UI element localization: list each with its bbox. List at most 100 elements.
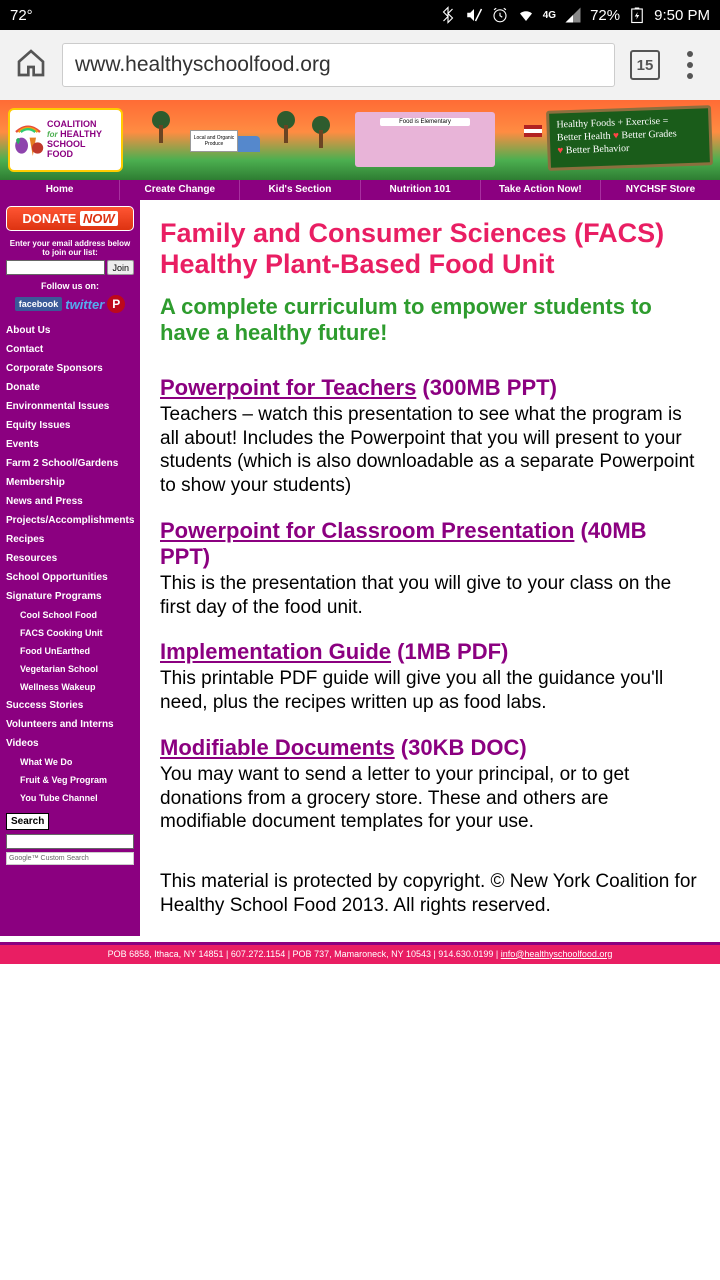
nav-item[interactable]: Take Action Now! <box>481 180 601 200</box>
resource-item: Powerpoint for Classroom Presentation (4… <box>160 518 700 620</box>
top-navigation: HomeCreate ChangeKid's SectionNutrition … <box>0 180 720 200</box>
follow-label: Follow us on: <box>6 281 134 291</box>
overflow-menu-button[interactable] <box>675 51 705 79</box>
tree-icon <box>275 110 297 145</box>
resource-size: (1MB PDF) <box>391 639 508 664</box>
nav-item[interactable]: NYCHSF Store <box>601 180 720 200</box>
mute-icon <box>465 6 483 24</box>
search-label: Search <box>6 813 49 830</box>
nav-item[interactable]: Home <box>0 180 120 200</box>
chalkboard: Healthy Foods + Exercise = Better Health… <box>546 105 713 171</box>
home-button[interactable] <box>15 47 47 84</box>
resource-size: (300MB PPT) <box>416 375 557 400</box>
menu-dot-icon <box>687 51 693 57</box>
sidebar-sublink[interactable]: You Tube Channel <box>6 789 134 807</box>
page-subtitle: A complete curriculum to empower student… <box>160 294 700 347</box>
sidebar: DONATE NOW Enter your email address belo… <box>0 200 140 936</box>
flag-icon <box>524 125 542 137</box>
battery-percent: 72% <box>590 7 620 24</box>
home-icon <box>15 47 47 79</box>
sidebar-link[interactable]: Farm 2 School/Gardens <box>6 454 134 473</box>
battery-charging-icon <box>628 6 646 24</box>
resource-title: Powerpoint for Teachers (300MB PPT) <box>160 375 700 401</box>
sidebar-link[interactable]: Contact <box>6 340 134 359</box>
sidebar-link[interactable]: Volunteers and Interns <box>6 715 134 734</box>
resource-description: Teachers – watch this presentation to se… <box>160 403 700 498</box>
alarm-icon <box>491 6 509 24</box>
bluetooth-icon <box>439 6 457 24</box>
social-links: facebook twitter P <box>6 295 134 313</box>
resource-link[interactable]: Powerpoint for Classroom Presentation <box>160 518 574 543</box>
sidebar-link[interactable]: Environmental Issues <box>6 397 134 416</box>
site-footer: POB 6858, Ithaca, NY 14851 | 607.272.115… <box>0 942 720 964</box>
email-input[interactable] <box>6 260 105 275</box>
footer-email-link[interactable]: info@healthyschoolfood.org <box>501 949 613 959</box>
sidebar-link[interactable]: Recipes <box>6 530 134 549</box>
tree-icon <box>150 110 172 145</box>
vegetables-icon <box>12 120 44 160</box>
school-label: Food is Elementary <box>380 118 470 126</box>
nav-item[interactable]: Kid's Section <box>240 180 360 200</box>
sidebar-link[interactable]: Resources <box>6 549 134 568</box>
nav-item[interactable]: Nutrition 101 <box>361 180 481 200</box>
sidebar-link[interactable]: Membership <box>6 473 134 492</box>
join-button[interactable]: Join <box>107 260 134 275</box>
sidebar-link[interactable]: Signature Programs <box>6 587 134 606</box>
resource-item: Modifiable Documents (30KB DOC)You may w… <box>160 735 700 834</box>
sidebar-sublink[interactable]: Wellness Wakeup <box>6 678 134 696</box>
signal-icon <box>564 6 582 24</box>
nav-item[interactable]: Create Change <box>120 180 240 200</box>
email-signup-row: Join <box>6 260 134 275</box>
resource-description: This printable PDF guide will give you a… <box>160 667 700 715</box>
resource-size: (30KB DOC) <box>395 735 527 760</box>
url-bar[interactable]: www.healthyschoolfood.org <box>62 43 615 87</box>
footer-text: POB 6858, Ithaca, NY 14851 | 607.272.115… <box>108 949 501 959</box>
clock: 9:50 PM <box>654 7 710 24</box>
wifi-icon <box>517 6 535 24</box>
sidebar-link[interactable]: Equity Issues <box>6 416 134 435</box>
page-title: Family and Consumer Sciences (FACS) Heal… <box>160 218 700 280</box>
sidebar-sublink[interactable]: Vegetarian School <box>6 660 134 678</box>
copyright-notice: This material is protected by copyright.… <box>160 870 700 918</box>
donate-button[interactable]: DONATE NOW <box>6 206 134 231</box>
tabs-count: 15 <box>637 57 654 74</box>
logo-text: COALITIONfor HEALTHYSCHOOLFOOD <box>47 120 102 160</box>
resource-link[interactable]: Modifiable Documents <box>160 735 395 760</box>
sidebar-link[interactable]: Videos <box>6 734 134 753</box>
sidebar-sublink[interactable]: Fruit & Veg Program <box>6 771 134 789</box>
sidebar-link[interactable]: About Us <box>6 321 134 340</box>
sidebar-sublink[interactable]: FACS Cooking Unit <box>6 624 134 642</box>
tree-icon <box>310 115 332 150</box>
sidebar-sublink[interactable]: Food UnEarthed <box>6 642 134 660</box>
facebook-link[interactable]: facebook <box>15 297 63 311</box>
sidebar-link[interactable]: Corporate Sponsors <box>6 359 134 378</box>
url-text: www.healthyschoolfood.org <box>75 53 331 77</box>
sidebar-link[interactable]: News and Press <box>6 492 134 511</box>
sidebar-link[interactable]: School Opportunities <box>6 568 134 587</box>
tabs-button[interactable]: 15 <box>630 50 660 80</box>
sidebar-sublink[interactable]: What We Do <box>6 753 134 771</box>
twitter-link[interactable]: twitter <box>65 297 104 312</box>
sidebar-link[interactable]: Success Stories <box>6 696 134 715</box>
menu-dot-icon <box>687 73 693 79</box>
site-logo[interactable]: COALITIONfor HEALTHYSCHOOLFOOD <box>8 108 123 172</box>
resource-item: Implementation Guide (1MB PDF) This print… <box>160 639 700 715</box>
school-illustration: Food is Elementary <box>355 112 495 167</box>
search-input[interactable] <box>6 834 134 849</box>
site-banner: COALITIONfor HEALTHYSCHOOLFOOD Local and… <box>0 100 720 180</box>
browser-toolbar: www.healthyschoolfood.org 15 <box>0 30 720 100</box>
resource-description: This is the presentation that you will g… <box>160 572 700 620</box>
sidebar-sublink[interactable]: Cool School Food <box>6 606 134 624</box>
status-temperature: 72° <box>10 7 33 24</box>
google-custom-search[interactable]: Google™ Custom Search <box>6 852 134 865</box>
sidebar-link[interactable]: Donate <box>6 378 134 397</box>
status-right-cluster: 4G 72% 9:50 PM <box>33 6 710 24</box>
sidebar-link[interactable]: Projects/Accomplishments <box>6 511 134 530</box>
content-row: DONATE NOW Enter your email address belo… <box>0 200 720 936</box>
network-type: 4G <box>543 10 556 21</box>
pinterest-link[interactable]: P <box>107 295 125 313</box>
resource-link[interactable]: Implementation Guide <box>160 639 391 664</box>
email-prompt: Enter your email address below to join o… <box>6 239 134 257</box>
resource-link[interactable]: Powerpoint for Teachers <box>160 375 416 400</box>
sidebar-link[interactable]: Events <box>6 435 134 454</box>
